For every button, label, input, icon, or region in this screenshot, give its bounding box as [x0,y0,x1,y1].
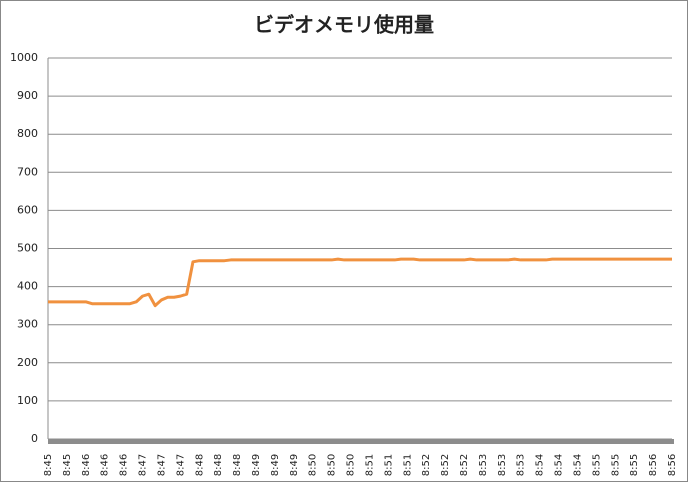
x-tick-label: 8:47 [156,454,167,476]
y-tick-label: 0 [31,432,38,445]
x-tick-label: 8:52 [440,454,451,476]
x-tick-label: 8:46 [100,454,111,476]
y-tick-label: 200 [17,356,38,369]
x-tick-label: 8:56 [667,454,678,476]
x-tick-label: 8:48 [194,454,205,476]
x-tick-label: 8:50 [308,454,319,476]
x-tick-label: 8:49 [251,454,262,476]
y-tick-label: 900 [17,89,38,102]
y-tick-label: 1000 [10,51,38,64]
x-tick-label: 8:56 [648,454,659,476]
x-tick-label: 8:46 [119,454,130,476]
x-tick-label: 8:53 [516,454,527,476]
y-tick-label: 700 [17,165,38,178]
y-tick-label: 100 [17,394,38,407]
x-tick-label: 8:55 [629,454,640,476]
x-tick-label: 8:49 [289,454,300,476]
x-tick-label: 8:47 [138,454,149,476]
x-tick-label: 8:54 [554,454,565,476]
x-axis-bar [48,439,674,444]
y-tick-label: 300 [17,318,38,331]
y-tick-label: 500 [17,242,38,255]
data-line [48,257,672,308]
x-tick-label: 8:48 [213,454,224,476]
x-tick-label: 8:51 [364,454,375,476]
x-tick-label: 8:54 [535,454,546,476]
x-tick-label: 8:48 [232,454,243,476]
x-tick-label: 8:55 [610,454,621,476]
x-tick-label: 8:45 [62,454,73,476]
x-tick-label: 8:46 [81,454,92,476]
x-tick-label: 8:45 [43,454,54,476]
x-tick-label: 8:50 [346,454,357,476]
chart-title: ビデオメモリ使用量 [254,13,434,37]
x-tick-label: 8:50 [327,454,338,476]
x-tick-label: 8:51 [383,454,394,476]
x-tick-label: 8:54 [572,454,583,476]
y-tick-label: 400 [17,280,38,293]
x-tick-label: 8:53 [497,454,508,476]
x-tick-label: 8:53 [478,454,489,476]
x-tick-label: 8:55 [591,454,602,476]
x-tick-label: 8:52 [421,454,432,476]
y-tick-label: 800 [17,127,38,140]
x-tick-label: 8:47 [175,454,186,476]
x-tick-label: 8:49 [270,454,281,476]
x-tick-label: 8:52 [459,454,470,476]
x-tick-label: 8:51 [402,454,413,476]
y-tick-label: 600 [17,203,38,216]
